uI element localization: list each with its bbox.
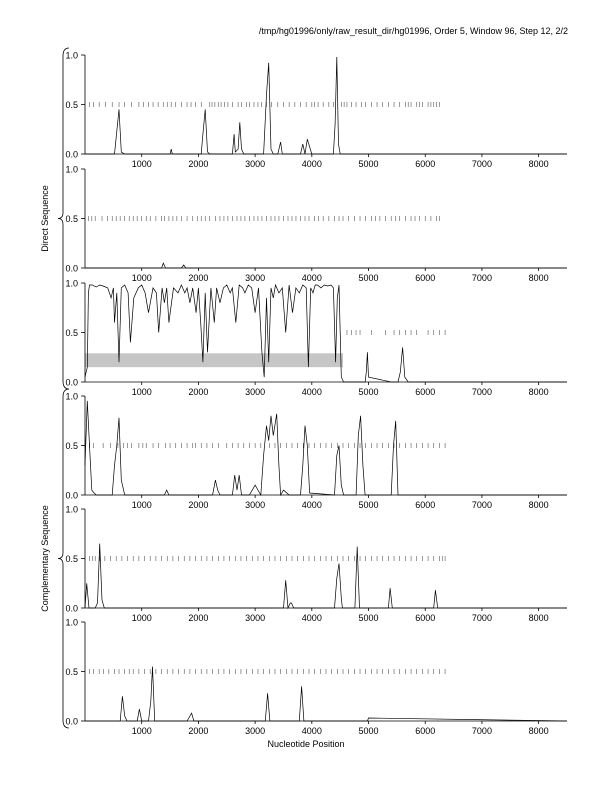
y-tick-label: 0.5 (65, 328, 78, 338)
panel-1: 0.0 0.5 1.0 1000 2000 3000 4000 5000 6000 7000 800… (65, 51, 567, 169)
x-tick-label: 8000 (529, 726, 549, 736)
group-label: Direct Sequence (40, 185, 50, 252)
x-tick-label: 3000 (245, 726, 265, 736)
threshold-band (85, 353, 344, 368)
x-tick-label: 7000 (472, 613, 492, 623)
x-tick-label: 2000 (188, 613, 208, 623)
y-tick-label: 0.5 (65, 100, 78, 110)
x-tick-label: 7000 (472, 387, 492, 397)
x-tick-label: 3000 (245, 273, 265, 283)
y-tick-label: 0.0 (65, 604, 78, 614)
x-tick-label: 4000 (302, 500, 322, 510)
y-tick-label: 1.0 (65, 279, 78, 289)
y-tick-label: 0.5 (65, 441, 78, 451)
x-tick-label: 6000 (415, 387, 435, 397)
group-brace (57, 388, 70, 729)
group-brace (57, 47, 70, 390)
x-tick-label: 3000 (245, 387, 265, 397)
series-line (85, 666, 568, 722)
x-tick-label: 7000 (472, 273, 492, 283)
x-tick-label: 4000 (302, 159, 322, 169)
series-line (84, 543, 567, 610)
x-tick-label: 1000 (132, 159, 152, 169)
x-tick-label: 6000 (415, 500, 435, 510)
x-tick-label: 3000 (245, 500, 265, 510)
x-tick-label: 8000 (529, 613, 549, 623)
x-tick-label: 1000 (132, 387, 152, 397)
x-tick-label: 2000 (188, 387, 208, 397)
y-tick-label: 0.0 (65, 717, 78, 727)
panel-4: 0.0 0.5 1.0 1000 2000 3000 4000 5000 6000 7000 800… (65, 392, 567, 510)
panel-5: 0.0 0.5 1.0 1000 2000 3000 4000 5000 6000 7000 800… (65, 505, 567, 623)
x-tick-label: 4000 (302, 273, 322, 283)
x-tick-label: 6000 (415, 726, 435, 736)
series-line (85, 262, 567, 269)
x-tick-label: 7000 (472, 500, 492, 510)
y-tick-label: 0.0 (65, 378, 78, 388)
x-tick-label: 5000 (359, 500, 379, 510)
y-tick-label: 1.0 (65, 618, 78, 628)
x-tick-label: 1000 (132, 726, 152, 736)
panel-6: 0.0 0.5 1.0 1000 2000 3000 4000 5000 6000 7000 800… (65, 618, 568, 736)
x-tick-label: 2000 (188, 726, 208, 736)
chart-header: /tmp/hg01996/only/raw_result_dir/hg01996… (258, 26, 568, 36)
y-tick-label: 1.0 (65, 51, 78, 61)
x-tick-label: 4000 (302, 387, 322, 397)
x-axis-label: Nucleotide Position (267, 739, 345, 749)
x-tick-label: 3000 (245, 159, 265, 169)
x-tick-label: 5000 (359, 726, 379, 736)
x-tick-label: 5000 (359, 273, 379, 283)
y-tick-label: 1.0 (65, 505, 78, 515)
x-tick-label: 4000 (302, 726, 322, 736)
x-tick-label: 8000 (529, 500, 549, 510)
series-line (85, 56, 567, 155)
group-label: Complementary Sequence (40, 505, 50, 612)
x-tick-label: 6000 (415, 613, 435, 623)
x-tick-label: 7000 (472, 726, 492, 736)
x-tick-label: 8000 (529, 273, 549, 283)
y-tick-label: 1.0 (65, 392, 78, 402)
x-tick-label: 5000 (359, 613, 379, 623)
x-tick-label: 1000 (132, 500, 152, 510)
y-tick-label: 0.5 (65, 667, 78, 677)
x-tick-label: 8000 (529, 387, 549, 397)
x-tick-label: 5000 (359, 159, 379, 169)
x-tick-label: 1000 (132, 613, 152, 623)
y-tick-label: 0.0 (65, 150, 78, 160)
x-tick-label: 8000 (529, 159, 549, 169)
x-tick-label: 2000 (188, 273, 208, 283)
y-tick-label: 0.0 (65, 491, 78, 501)
x-tick-label: 2000 (188, 159, 208, 169)
x-tick-label: 7000 (472, 159, 492, 169)
y-tick-label: 1.0 (65, 165, 78, 175)
y-tick-label: 0.5 (65, 554, 78, 564)
x-tick-label: 2000 (188, 500, 208, 510)
x-tick-label: 6000 (415, 159, 435, 169)
x-tick-label: 3000 (245, 613, 265, 623)
x-tick-label: 1000 (132, 273, 152, 283)
series-line (84, 400, 567, 497)
x-tick-label: 6000 (415, 273, 435, 283)
x-tick-label: 5000 (359, 387, 379, 397)
y-tick-label: 0.0 (65, 264, 78, 274)
series-line (84, 283, 567, 383)
panel-3: 0.0 0.5 1.0 1000 2000 3000 4000 5000 6000 7000 800… (65, 279, 567, 397)
panel-2: 0.0 0.5 1.0 1000 2000 3000 4000 5000 6000 7000 800… (65, 165, 567, 283)
x-tick-label: 4000 (302, 613, 322, 623)
y-tick-label: 0.5 (65, 214, 78, 224)
